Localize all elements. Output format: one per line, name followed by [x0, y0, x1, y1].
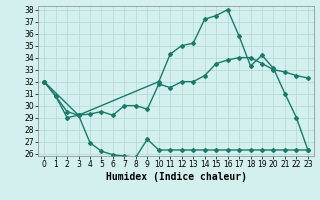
X-axis label: Humidex (Indice chaleur): Humidex (Indice chaleur) — [106, 172, 246, 182]
